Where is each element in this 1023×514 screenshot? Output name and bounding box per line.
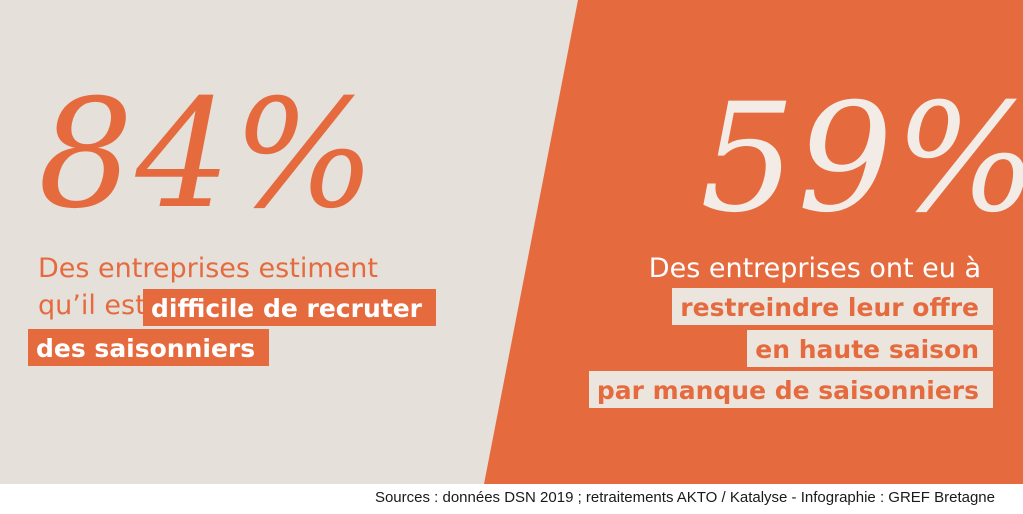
left-highlight-line-2: des saisonniers — [28, 329, 270, 366]
left-text-line-2: qu’il est — [38, 290, 146, 321]
infographic: 84% Des entreprises estiment qu’il est d… — [0, 0, 1023, 484]
right-text-line-1: Des entreprises ont eu à — [648, 253, 981, 284]
left-highlight-line-1: difficile de recruter — [143, 289, 436, 326]
left-percentage: 84% — [38, 68, 378, 242]
right-highlight-line-2: en haute saison — [747, 330, 993, 367]
right-percentage: 59% — [700, 72, 1023, 246]
left-text-line-1: Des entreprises estiment — [38, 253, 378, 284]
right-highlight-line-1: restreindre leur offre — [672, 288, 993, 325]
right-highlight-line-3: par manque de saisonniers — [588, 371, 993, 408]
source-caption: Sources : données DSN 2019 ; retraitemen… — [374, 489, 995, 506]
